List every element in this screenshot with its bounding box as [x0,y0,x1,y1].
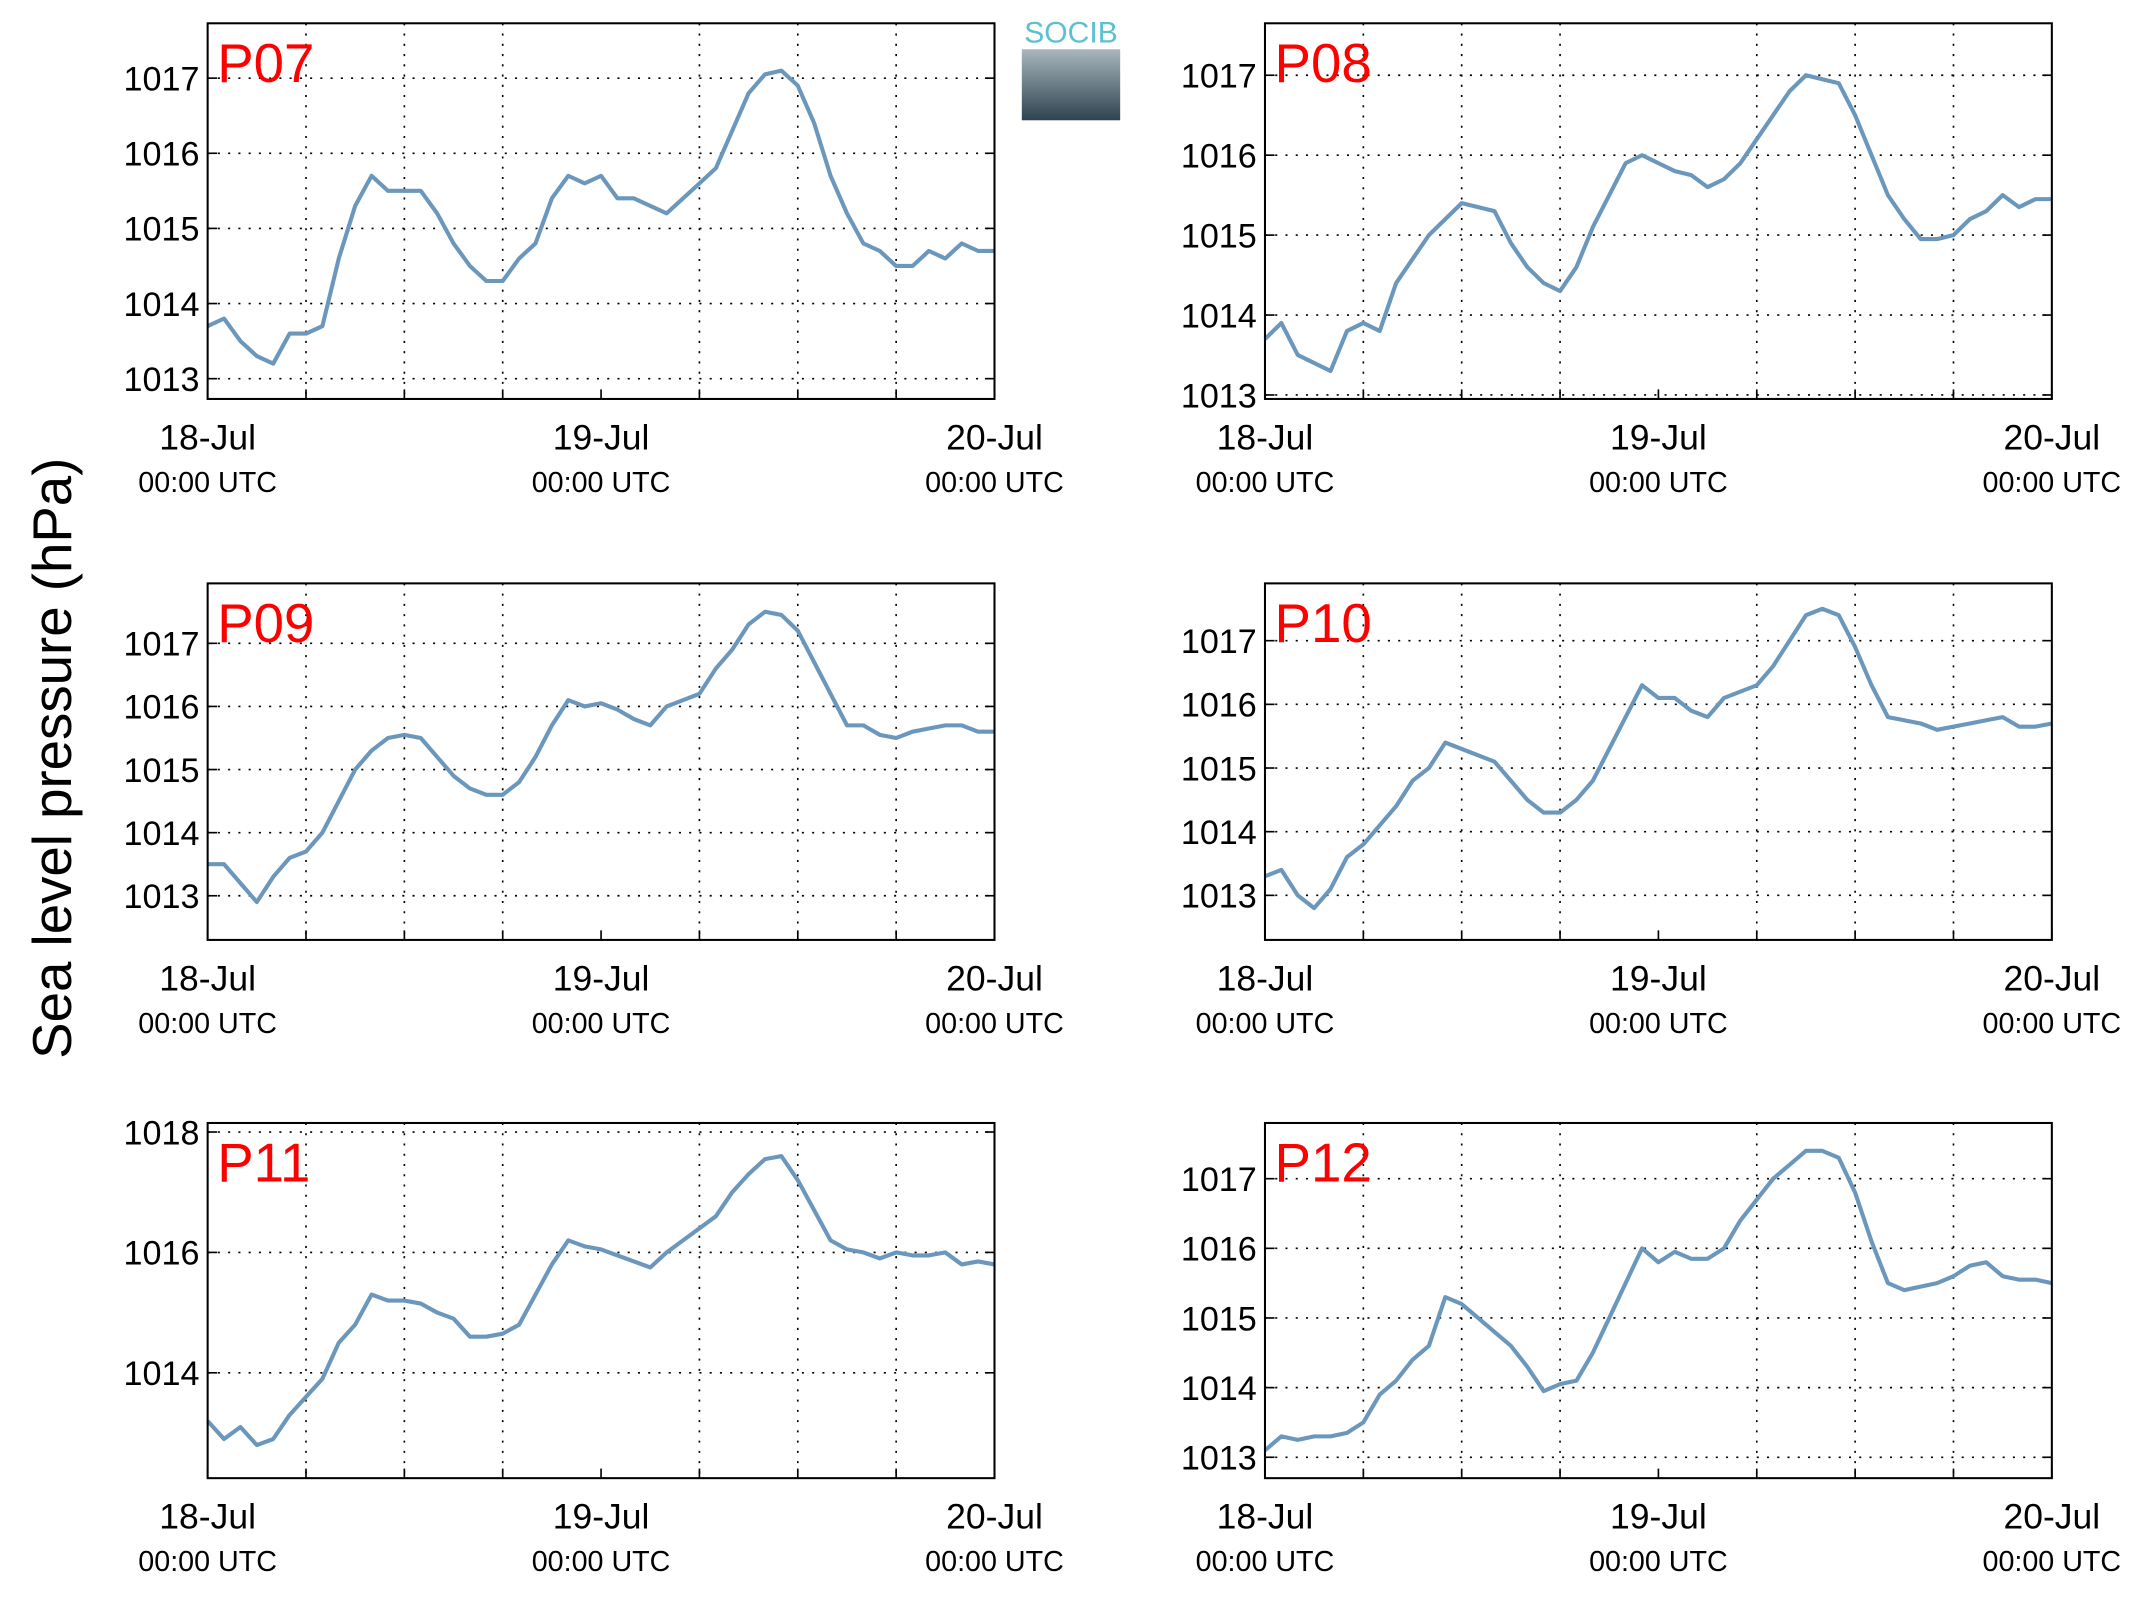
panel: 1014 1016 1018 18-Jul 00:00 UTC 19-Jul 00:00 U… [123,1114,1063,1578]
x-tick-label: 19-Jul [553,1497,650,1537]
x-tick-label: 20-Jul [946,418,1043,458]
y-tick-label: 1013 [123,878,199,916]
axes-frame [1263,582,2053,941]
axes-frame [1263,22,2053,400]
y-tick-label: 1015 [123,211,199,249]
y-tick-label: 1015 [1181,750,1257,788]
x-tick-sublabel: 00:00 UTC [925,1008,1064,1040]
x-tick-sublabel: 00:00 UTC [138,1008,277,1040]
y-tick-label: 1014 [123,1355,199,1393]
panel-title: P11 [217,1133,310,1194]
y-tick-label: 1013 [1181,1440,1257,1478]
x-tick-label: 19-Jul [1610,418,1707,458]
data-line [1263,1148,2053,1452]
x-tick-sublabel: 00:00 UTC [1589,467,1728,499]
y-tick-label: 1015 [123,752,199,790]
y-tick-label: 1013 [1181,878,1257,916]
x-tick-sublabel: 00:00 UTC [1196,1008,1335,1040]
x-tick-label: 20-Jul [2003,418,2100,458]
x-tick-sublabel: 00:00 UTC [1983,1546,2122,1578]
x-tick-label: 18-Jul [1217,958,1314,998]
y-tick-label: 1013 [123,361,199,399]
x-tick-sublabel: 00:00 UTC [1589,1546,1728,1578]
x-tick-label: 18-Jul [159,418,256,458]
logo-text: SOCIB [1024,16,1118,49]
logo-graphic [1021,49,1121,121]
y-tick-label: 1016 [123,136,199,174]
x-tick-label: 20-Jul [2003,958,2100,998]
x-tick-label: 19-Jul [1610,958,1707,998]
y-tick-label: 1017 [1181,58,1257,96]
axes-frame [206,22,996,400]
x-tick-sublabel: 00:00 UTC [138,1546,277,1578]
y-tick-label: 1017 [123,626,199,664]
data-line [1263,73,2052,374]
panel: 1013 1014 1015 1016 1017 18-Jul 00:00 UTC 19-Ju… [1181,1121,2122,1578]
x-tick-label: 20-Jul [2003,1497,2100,1537]
panel-title: P09 [217,593,314,654]
y-tick-label: 1015 [1181,217,1257,255]
panel: 1013 1014 1015 1016 1017 18-Jul 00:00 UTC 19-Ju… [123,22,1064,499]
x-tick-label: 18-Jul [1217,418,1314,458]
x-tick-sublabel: 00:00 UTC [1196,1546,1335,1578]
panel-title: P08 [1275,33,1372,94]
y-tick-label: 1017 [123,60,199,98]
x-tick-label: 19-Jul [1610,1497,1707,1537]
y-tick-label: 1014 [1181,814,1257,852]
logo: SOCIB [1021,16,1121,121]
y-tick-label: 1014 [1181,1370,1257,1408]
y-tick-label: 1017 [1181,1161,1257,1199]
x-tick-label: 20-Jul [946,1497,1043,1537]
y-tick-label: 1016 [1181,687,1257,725]
x-tick-label: 18-Jul [1217,1497,1314,1537]
y-tick-label: 1015 [1181,1300,1257,1338]
x-tick-sublabel: 00:00 UTC [138,467,277,499]
axes-frame [206,582,996,941]
x-tick-sublabel: 00:00 UTC [532,1008,671,1040]
axes-frame [206,1121,996,1480]
x-tick-sublabel: 00:00 UTC [1983,1008,2122,1040]
y-tick-label: 1016 [1181,137,1257,175]
axes-frame [1263,1121,2053,1480]
x-tick-sublabel: 00:00 UTC [925,1546,1064,1578]
y-tick-label: 1016 [123,1235,199,1273]
x-tick-label: 19-Jul [553,418,650,458]
y-tick-label: 1016 [123,689,199,727]
data-line [206,1154,995,1448]
x-tick-label: 18-Jul [159,1497,256,1537]
panel: 1013 1014 1015 1016 1017 18-Jul 00:00 UTC 19-Ju… [1181,582,2122,1040]
y-tick-label: 1014 [1181,297,1257,335]
x-tick-sublabel: 00:00 UTC [925,467,1064,499]
x-tick-sublabel: 00:00 UTC [1196,467,1335,499]
panel: 1013 1014 1015 1016 1017 18-Jul 00:00 UTC 19-Ju… [123,582,1064,1040]
x-tick-label: 19-Jul [553,958,650,998]
x-tick-label: 18-Jul [159,958,256,998]
panel-title: P12 [1275,1133,1372,1194]
y-tick-label: 1013 [1181,377,1257,415]
y-tick-label: 1016 [1181,1231,1257,1269]
y-tick-label: 1017 [1181,623,1257,661]
data-line [206,68,995,366]
y-axis-label: Sea level pressure (hPa) [22,458,83,1059]
x-tick-sublabel: 00:00 UTC [1589,1008,1728,1040]
panel-title: P10 [1275,593,1372,654]
x-tick-sublabel: 00:00 UTC [532,1546,671,1578]
y-tick-label: 1018 [123,1114,199,1152]
x-tick-sublabel: 00:00 UTC [532,467,671,499]
data-line [207,609,995,905]
x-tick-sublabel: 00:00 UTC [1983,467,2122,499]
panel-title: P07 [217,33,314,94]
y-tick-label: 1014 [123,815,199,853]
data-line [1264,606,2053,911]
x-tick-label: 20-Jul [946,958,1043,998]
y-tick-label: 1014 [123,286,199,324]
panel: 1013 1014 1015 1016 1017 18-Jul 00:00 UTC 19-Ju… [1181,22,2122,499]
